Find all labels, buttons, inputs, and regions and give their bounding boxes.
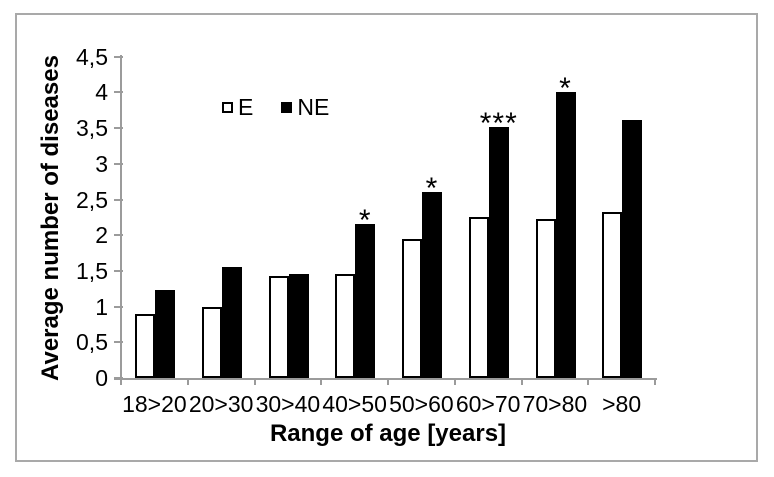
bar-e-1: [201, 307, 222, 378]
bar-e-0: [135, 314, 155, 378]
x-tick: [520, 378, 523, 385]
x-tick-label: 60>70: [455, 391, 521, 417]
y-tick: [114, 127, 123, 130]
bar-e-3: [335, 274, 356, 378]
x-tick: [387, 378, 389, 385]
bar-ne-4: [422, 192, 442, 378]
x-tick-label: 18>20: [122, 391, 187, 417]
y-tick-label: 3,5: [76, 115, 108, 142]
y-tick: [114, 341, 123, 344]
significance-marker: *: [559, 72, 572, 105]
y-tick-label: 4: [95, 79, 108, 106]
bar-ne-1: [221, 267, 242, 378]
legend-item-ne: NE: [281, 95, 329, 119]
bar-e-2: [268, 276, 289, 378]
y-tick-label: 3: [95, 150, 108, 177]
legend-item-e: E: [222, 95, 253, 119]
y-tick-label: 4,5: [76, 43, 108, 70]
x-tick: [654, 378, 656, 385]
bar-ne-6: [555, 92, 576, 378]
x-tick: [320, 378, 323, 385]
y-tick-label: 1: [95, 293, 108, 320]
legend-label-ne: NE: [297, 94, 330, 120]
x-tick-label: 30>40: [255, 391, 321, 417]
x-tick: [120, 378, 122, 385]
bar-ne-0: [155, 290, 175, 378]
chart-frame: Average number of diseases Range of age …: [15, 13, 758, 462]
y-tick: [114, 55, 123, 58]
x-tick-label: 40>50: [322, 391, 387, 417]
bar-ne-2: [288, 274, 309, 378]
x-tick-label: 20>30: [188, 391, 254, 417]
y-tick: [114, 269, 123, 272]
legend-swatch-ne: [281, 101, 293, 113]
bar-e-7: [602, 212, 623, 378]
x-tick: [253, 378, 256, 385]
legend-label-e: E: [238, 94, 254, 120]
bar-e-6: [535, 219, 556, 378]
bar-ne-3: [355, 224, 376, 378]
y-tick: [114, 305, 123, 308]
y-tick: [114, 91, 123, 94]
legend: E NE: [222, 95, 329, 119]
y-tick-label: 2,5: [76, 186, 108, 213]
significance-marker: *: [358, 204, 372, 237]
bar-ne-5: [488, 127, 509, 378]
y-tick: [114, 234, 123, 237]
x-tick-label: 50>60: [389, 391, 454, 417]
legend-swatch-e: [222, 101, 233, 113]
y-tick-label: 0: [95, 365, 108, 391]
significance-marker: *: [425, 172, 439, 205]
x-tick-label: >80: [602, 391, 642, 417]
x-tick: [186, 378, 189, 385]
x-axis-title: Range of age [years]: [269, 420, 507, 447]
bar-ne-7: [622, 120, 643, 378]
y-tick-label: 2: [95, 222, 108, 249]
y-tick: [114, 198, 123, 201]
x-tick-label: 70>80: [522, 391, 588, 417]
x-tick: [453, 378, 456, 385]
y-tick-label: 0,5: [76, 329, 108, 356]
significance-marker: ***: [479, 107, 518, 140]
bar-e-4: [402, 239, 422, 378]
x-tick: [587, 378, 590, 385]
bar-e-5: [468, 217, 489, 378]
x-axis-line: [114, 378, 657, 380]
y-tick-label: 1,5: [76, 257, 108, 284]
y-tick: [114, 162, 123, 165]
y-tick: [114, 377, 123, 379]
y-axis-line: [120, 55, 122, 380]
